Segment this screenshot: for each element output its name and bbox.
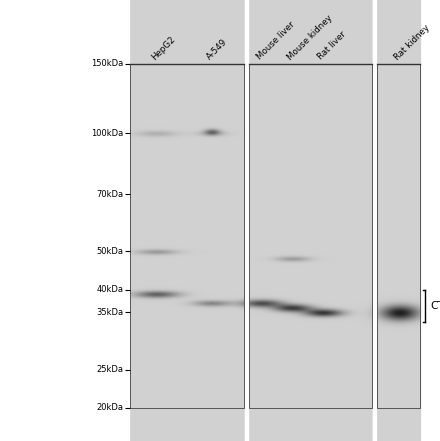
Text: 100kDa: 100kDa <box>91 129 123 138</box>
Bar <box>249 64 372 408</box>
Bar <box>130 64 244 408</box>
Bar <box>377 64 420 408</box>
Bar <box>377 64 420 408</box>
Text: 35kDa: 35kDa <box>96 308 123 317</box>
Text: 70kDa: 70kDa <box>96 190 123 198</box>
Text: Mouse liver: Mouse liver <box>255 20 296 62</box>
Text: 50kDa: 50kDa <box>96 247 123 256</box>
Bar <box>130 64 244 408</box>
Text: HepG2: HepG2 <box>150 34 177 62</box>
Text: A-549: A-549 <box>205 37 229 62</box>
Text: 25kDa: 25kDa <box>96 365 123 374</box>
Text: Mouse kidney: Mouse kidney <box>286 13 334 62</box>
Text: Rat kidney: Rat kidney <box>392 23 431 62</box>
Text: CTSH: CTSH <box>430 301 440 311</box>
Text: Rat liver: Rat liver <box>316 30 348 62</box>
Bar <box>249 64 372 408</box>
Text: 40kDa: 40kDa <box>96 285 123 294</box>
Text: 150kDa: 150kDa <box>91 60 123 68</box>
Text: 20kDa: 20kDa <box>96 404 123 412</box>
